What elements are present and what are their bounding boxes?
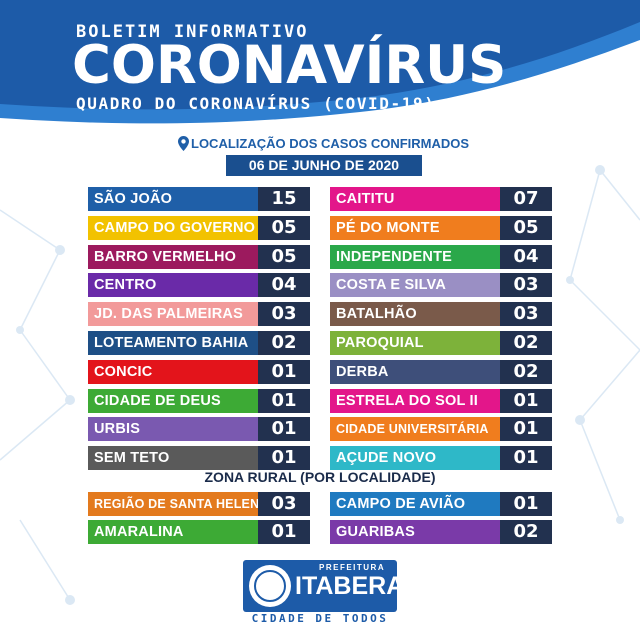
case-count: 03 xyxy=(258,492,310,516)
neighborhood-name: CENTRO xyxy=(94,277,157,294)
case-count: 03 xyxy=(500,302,552,327)
neighborhood-row: CONCIC 01 xyxy=(88,359,310,384)
case-count: 04 xyxy=(258,273,310,298)
neighborhood-row: BARRO VERMELHO 05 xyxy=(88,244,310,269)
neighborhood-name: PAROQUIAL xyxy=(336,335,424,351)
neighborhood-row: LOTEAMENTO BAHIA 02 xyxy=(88,331,310,355)
neighborhood-name: PÉ DO MONTE xyxy=(336,219,440,236)
neighborhood-name: CIDADE DE DEUS xyxy=(94,392,221,409)
neighborhood-row: CIDADE UNIVERSITÁRIA 01 xyxy=(330,417,552,442)
neighborhood-row: BATALHÃO 03 xyxy=(330,302,552,327)
city-emblem-ring xyxy=(254,570,286,602)
neighborhood-name: AÇUDE NOVO xyxy=(336,450,437,467)
neighborhood-name: REGIÃO DE SANTA HELENA xyxy=(94,497,258,511)
neighborhood-name: SÃO JOÃO xyxy=(94,191,173,207)
case-count: 02 xyxy=(500,359,552,384)
case-count: 03 xyxy=(500,273,552,298)
header-subtitle-top: BOLETIM INFORMATIVO xyxy=(76,22,309,42)
header-title: CORONAVÍRUS xyxy=(72,35,507,96)
case-count: 07 xyxy=(500,187,552,211)
neighborhood-row: SEM TETO 01 xyxy=(88,446,310,471)
neighborhood-name: SEM TETO xyxy=(94,450,170,467)
map-pin-icon xyxy=(178,136,189,151)
case-count: 01 xyxy=(500,492,552,516)
neighborhood-name: JD. DAS PALMEIRAS xyxy=(94,306,243,323)
neighborhood-name: CONCIC xyxy=(94,363,153,380)
logo-prefix: PREFEITURA xyxy=(319,563,386,572)
neighborhood-name: DERBA xyxy=(336,363,389,380)
case-count: 01 xyxy=(258,446,310,471)
case-count: 02 xyxy=(500,331,552,355)
neighborhood-name: BATALHÃO xyxy=(336,306,417,323)
location-label: LOCALIZAÇÃO DOS CASOS CONFIRMADOS xyxy=(191,136,470,151)
case-count: 01 xyxy=(258,359,310,384)
case-count: 01 xyxy=(258,520,310,544)
neighborhood-name: INDEPENDENTE xyxy=(336,248,452,265)
neighborhood-row: CAMPO DE AVIÃO 01 xyxy=(330,492,552,516)
neighborhood-row: JD. DAS PALMEIRAS 03 xyxy=(88,302,310,327)
neighborhood-name: BARRO VERMELHO xyxy=(94,248,237,265)
neighborhood-row: CAITITU 07 xyxy=(330,187,552,211)
neighborhood-row: CENTRO 04 xyxy=(88,273,310,298)
neighborhood-name: LOTEAMENTO BAHIA xyxy=(94,335,249,351)
case-count: 03 xyxy=(258,302,310,327)
case-count: 05 xyxy=(258,244,310,269)
case-count: 02 xyxy=(500,520,552,544)
case-count: 05 xyxy=(500,215,552,240)
neighborhood-row: ESTRELA DO SOL II 01 xyxy=(330,388,552,413)
neighborhood-row: COSTA E SILVA 03 xyxy=(330,273,552,298)
neighborhood-name: CIDADE UNIVERSITÁRIA xyxy=(336,422,489,437)
case-count: 01 xyxy=(500,446,552,471)
neighborhood-name: AMARALINA xyxy=(94,524,184,540)
case-count: 15 xyxy=(258,187,310,211)
case-count: 05 xyxy=(258,215,310,240)
neighborhood-name: CAMPO DE AVIÃO xyxy=(336,496,466,512)
header-subtitle-bottom: QUADRO DO CORONAVÍRUS (COVID-19) xyxy=(76,94,436,113)
case-count: 04 xyxy=(500,244,552,269)
neighborhood-row: CAMPO DO GOVERNO 05 xyxy=(88,215,310,240)
header-banner xyxy=(0,0,640,124)
neighborhood-row: URBIS 01 xyxy=(88,417,310,442)
neighborhood-name: URBIS xyxy=(94,421,141,438)
case-count: 01 xyxy=(258,388,310,413)
case-count: 01 xyxy=(258,417,310,442)
neighborhood-row: AÇUDE NOVO 01 xyxy=(330,446,552,471)
neighborhood-row: AMARALINA 01 xyxy=(88,520,310,544)
neighborhood-row: PÉ DO MONTE 05 xyxy=(330,215,552,240)
neighborhood-name: CAITITU xyxy=(336,191,395,207)
neighborhood-row: SÃO JOÃO 15 xyxy=(88,187,310,211)
case-count: 02 xyxy=(258,331,310,355)
neighborhood-name: ESTRELA DO SOL II xyxy=(336,392,478,409)
neighborhood-row: INDEPENDENTE 04 xyxy=(330,244,552,269)
neighborhood-row: REGIÃO DE SANTA HELENA 03 xyxy=(88,492,310,516)
case-count: 01 xyxy=(500,388,552,413)
logo-city-name: ITABERABA xyxy=(295,572,441,600)
neighborhood-name: COSTA E SILVA xyxy=(336,277,447,294)
neighborhood-row: PAROQUIAL 02 xyxy=(330,331,552,355)
case-count: 01 xyxy=(500,417,552,442)
city-logo: PREFEITURA ITABERABA xyxy=(243,560,440,612)
neighborhood-row: CIDADE DE DEUS 01 xyxy=(88,388,310,413)
neighborhood-name: CAMPO DO GOVERNO xyxy=(94,219,256,236)
logo-slogan: CIDADE DE TODOS xyxy=(251,612,389,625)
neighborhood-name: GUARIBAS xyxy=(336,524,415,540)
location-heading: LOCALIZAÇÃO DOS CASOS CONFIRMADOS xyxy=(178,136,469,151)
rural-zone-heading: ZONA RURAL (POR LOCALIDADE) xyxy=(204,469,436,485)
report-date: 06 DE JUNHO DE 2020 xyxy=(226,155,422,176)
neighborhood-row: GUARIBAS 02 xyxy=(330,520,552,544)
neighborhood-row: DERBA 02 xyxy=(330,359,552,384)
